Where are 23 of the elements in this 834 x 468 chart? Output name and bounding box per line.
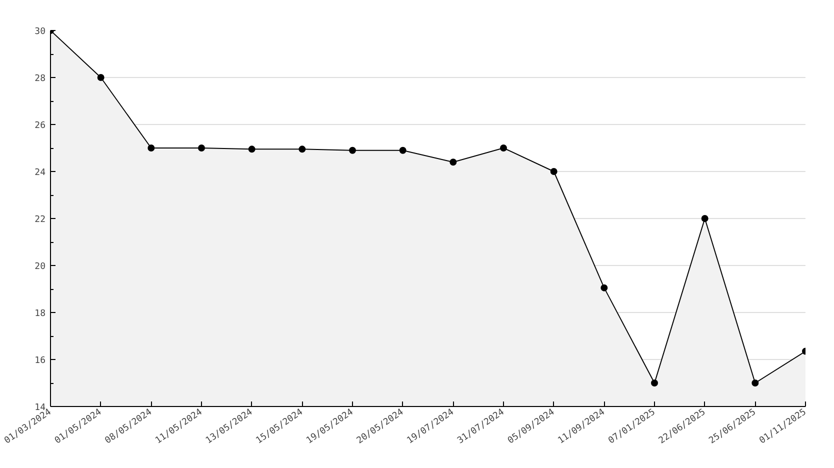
point bbox=[600, 284, 608, 292]
point bbox=[399, 146, 406, 154]
y-tick-label: 26 bbox=[34, 121, 46, 131]
y-tick-label: 18 bbox=[34, 309, 46, 319]
point bbox=[651, 380, 658, 386]
y-tick-label: 24 bbox=[34, 168, 46, 178]
point bbox=[701, 215, 708, 222]
point bbox=[97, 74, 104, 81]
point bbox=[198, 144, 205, 152]
point bbox=[148, 144, 155, 152]
point bbox=[500, 144, 507, 152]
y-tick-label: 22 bbox=[34, 215, 46, 225]
y-tick-label: 30 bbox=[34, 27, 46, 37]
point bbox=[298, 146, 306, 153]
point bbox=[248, 146, 256, 153]
y-tick-label: 28 bbox=[34, 74, 46, 84]
point bbox=[450, 158, 457, 166]
y-tick-label: 14 bbox=[34, 403, 46, 413]
y-tick-label: 16 bbox=[34, 356, 46, 366]
y-tick-label: 20 bbox=[34, 262, 46, 272]
point bbox=[550, 168, 558, 175]
point bbox=[752, 380, 759, 386]
point bbox=[349, 146, 356, 154]
